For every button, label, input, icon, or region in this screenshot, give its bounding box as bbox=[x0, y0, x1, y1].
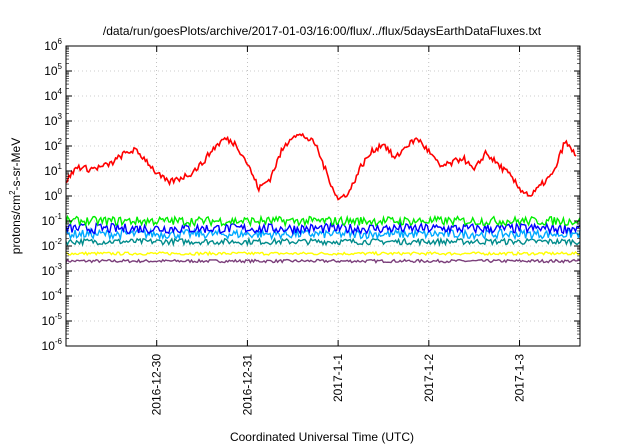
x-axis-ticks: 2016-12-30 2016-12-31 2017-1-1 2017-1-2 2017… bbox=[150, 46, 527, 415]
y-tick-label: 10-2 bbox=[42, 237, 63, 253]
y-tick-label: 10-6 bbox=[42, 337, 63, 353]
y-tick-label: 10-4 bbox=[42, 287, 63, 303]
y-tick-label: 103 bbox=[44, 112, 62, 128]
y-tick-label: 101 bbox=[44, 162, 62, 178]
x-axis-title: Coordinated Universal Time (UTC) bbox=[230, 430, 414, 444]
y-axis-title: protons/cm2-s-sr-MeV bbox=[8, 138, 23, 254]
y-axis-title-base: protons/cm bbox=[9, 195, 23, 254]
grid-lines bbox=[66, 46, 580, 346]
y-tick-label: 10-5 bbox=[42, 312, 63, 328]
y-tick-label: 10-1 bbox=[42, 212, 63, 228]
y-axis-title-sup: 2 bbox=[8, 190, 17, 195]
y-tick-label: 100 bbox=[44, 187, 62, 203]
x-tick-label: 2017-1-3 bbox=[513, 354, 527, 402]
series-line bbox=[65, 214, 581, 229]
y-tick-label: 102 bbox=[44, 137, 62, 153]
chart-title: /data/run/goesPlots/archive/2017-01-03/1… bbox=[103, 24, 542, 38]
y-tick-label: 10-3 bbox=[42, 262, 63, 278]
series-line bbox=[65, 250, 581, 257]
y-tick-label: 106 bbox=[44, 37, 62, 53]
y-tick-label: 105 bbox=[44, 62, 62, 78]
series-line bbox=[65, 258, 581, 264]
y-tick-label: 104 bbox=[44, 87, 62, 103]
y-axis-title-rest: -s-sr-MeV bbox=[9, 138, 23, 191]
x-tick-label: 2016-12-30 bbox=[150, 354, 164, 416]
series-layer bbox=[65, 132, 581, 264]
x-tick-label: 2016-12-31 bbox=[240, 354, 254, 416]
series-line bbox=[65, 221, 581, 237]
series-line-red bbox=[65, 132, 577, 201]
x-tick-label: 2017-1-2 bbox=[422, 354, 436, 402]
x-tick-label: 2017-1-1 bbox=[331, 354, 345, 402]
y-axis-ticks: 10-6 10-5 10-4 10-3 10-2 10-1 100 101 102 103 104 1… bbox=[42, 37, 580, 353]
series-line bbox=[65, 236, 581, 248]
